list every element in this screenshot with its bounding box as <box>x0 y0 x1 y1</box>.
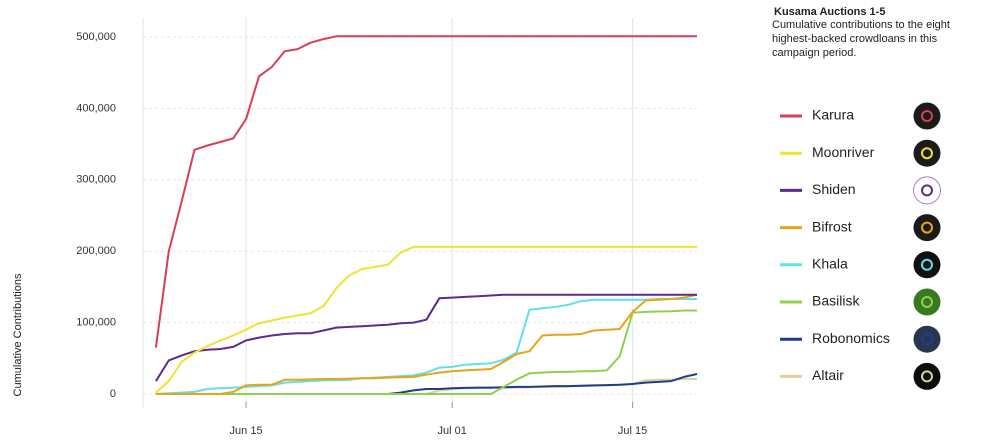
y-tick-label: 400,000 <box>76 102 116 114</box>
legend-icon <box>913 325 941 353</box>
y-tick-label: 300,000 <box>76 174 116 186</box>
chart-subtitle: Cumulative contributions to the eight hi… <box>772 19 950 59</box>
y-tick-label: 200,000 <box>76 245 116 257</box>
y-tick-label: 100,000 <box>76 317 116 329</box>
y-tick-label: 0 <box>110 388 116 400</box>
legend-icon <box>913 288 941 316</box>
legend-icon-mark <box>921 184 933 197</box>
series-line <box>155 298 697 395</box>
chart-title: Kusama Auctions 1-5 <box>774 6 885 18</box>
legend-label: Robonomics <box>812 330 890 346</box>
legend-icon-mark <box>921 221 933 234</box>
x-tick-label: Jul 15 <box>618 425 647 437</box>
legend-label: Bifrost <box>812 218 852 234</box>
legend-label: Shiden <box>812 181 856 197</box>
legend-icon <box>913 139 941 167</box>
subtitle-box: Cumulative contributions to the eight hi… <box>772 19 950 59</box>
legend-label: Khala <box>812 256 848 272</box>
legend-icon-mark <box>921 296 933 308</box>
legend-icon-mark <box>921 258 933 271</box>
legend-icon <box>913 214 941 242</box>
legend-icon <box>913 102 941 130</box>
series-line <box>155 245 697 394</box>
legend-icon <box>913 176 941 205</box>
series-line <box>155 293 698 395</box>
x-tick-label: Jun 15 <box>230 425 263 437</box>
legend-label: Karura <box>812 107 854 123</box>
legend-icon-mark <box>921 147 933 160</box>
legend-icon-mark <box>921 370 933 383</box>
legend-label: Altair <box>812 367 844 383</box>
legend-icon <box>913 362 941 390</box>
legend-icon <box>913 251 941 279</box>
y-tick-label: 500,000 <box>76 31 116 43</box>
legend-icon-mark <box>921 110 933 122</box>
series-line <box>155 293 697 382</box>
legend-label: Moonriver <box>812 144 875 160</box>
series-line <box>154 35 697 348</box>
x-tick-label: Jul 01 <box>438 425 467 437</box>
legend-label: Basilisk <box>812 293 860 309</box>
y-axis-label: Cumulative Contributions <box>12 273 24 396</box>
series-line <box>155 309 697 395</box>
legend-icon-mark <box>921 333 933 346</box>
